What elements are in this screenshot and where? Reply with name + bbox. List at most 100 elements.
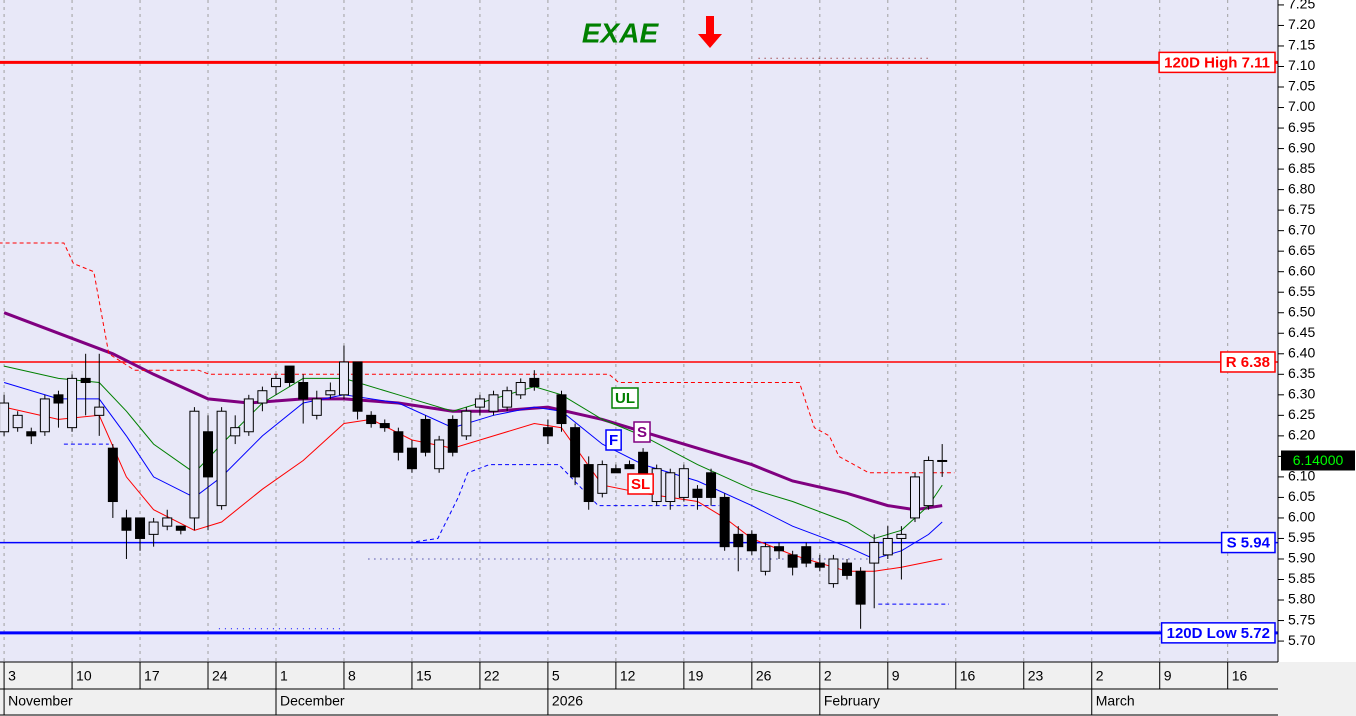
x-tick-label: 15 (416, 668, 432, 684)
y-tick-label: 6.30 (1288, 386, 1315, 402)
candle-body (243, 398, 254, 433)
candle-body (257, 390, 268, 404)
x-tick-label: 22 (484, 668, 500, 684)
candles (0, 345, 948, 629)
grid (3, 0, 1284, 715)
candle-body (488, 394, 499, 412)
y-tick-label: 6.05 (1288, 488, 1315, 504)
month-label: November (8, 693, 73, 709)
y-tick-label: 6.60 (1288, 262, 1315, 278)
candle-body (434, 439, 445, 470)
candle-body (135, 517, 146, 539)
candle-body (366, 414, 377, 425)
line-label-box (633, 421, 651, 443)
candle-body (542, 427, 553, 437)
level-label: S 5.94 (1227, 535, 1271, 552)
y-tick-label: 5.85 (1288, 570, 1315, 586)
y-tick-label: 6.25 (1288, 406, 1315, 422)
plot-area (0, 0, 1278, 662)
candle-body (665, 472, 676, 503)
candle-body (284, 365, 295, 384)
x-tick-label: 1 (280, 668, 288, 684)
y-tick-label: 6.20 (1288, 427, 1315, 443)
y-tick-label: 6.75 (1288, 201, 1315, 217)
x-tick-label: 19 (688, 668, 704, 684)
line-label: SL (631, 476, 650, 493)
y-tick-label: 7.20 (1288, 16, 1315, 32)
month-label: February (824, 693, 880, 709)
candle-body (733, 533, 744, 548)
x-tick-label: 9 (1164, 668, 1172, 684)
candle-body (869, 542, 880, 564)
y-tick-label: 6.00 (1288, 509, 1315, 525)
candle-body (828, 558, 839, 585)
indicator-line (0, 242, 955, 474)
price-axis-area (1278, 0, 1356, 662)
y-tick-label: 6.95 (1288, 119, 1315, 135)
candle-body (583, 464, 594, 503)
candle-body (94, 406, 105, 416)
candle-body (148, 521, 159, 535)
candle-body (393, 431, 404, 453)
y-tick-label: 7.05 (1288, 78, 1315, 94)
y-tick-label: 6.70 (1288, 221, 1315, 237)
candle-body (597, 464, 608, 494)
candle-body (12, 414, 23, 429)
y-tick-label: 5.80 (1288, 591, 1315, 607)
signal-arrow (698, 16, 722, 48)
x-tick-label: 10 (76, 668, 92, 684)
y-tick-label: 7.25 (1288, 0, 1315, 12)
level-label-box (1220, 531, 1276, 554)
candle-body (338, 361, 349, 396)
candle-body (801, 546, 812, 564)
candle-body (216, 410, 227, 507)
last-price-box (1281, 450, 1355, 471)
month-label: March (1096, 693, 1135, 709)
y-tick-label: 6.10 (1288, 468, 1315, 484)
x-tick-label: 3 (8, 668, 16, 684)
x-tick-label: 5 (552, 668, 560, 684)
indicator-line (3, 311, 943, 512)
candle-body (406, 447, 417, 470)
y-tick-label: 5.95 (1288, 529, 1315, 545)
line-label-box (605, 429, 622, 451)
y-tick-label: 6.80 (1288, 180, 1315, 196)
y-tick-label: 6.45 (1288, 324, 1315, 340)
line-label: UL (615, 390, 635, 407)
y-tick-label: 5.90 (1288, 550, 1315, 566)
candle-body (420, 418, 431, 453)
candle-body (787, 554, 798, 568)
x-tick-label: 23 (1028, 668, 1044, 684)
candle-body (175, 525, 186, 531)
candle-body (352, 361, 363, 412)
y-tick-label: 6.35 (1288, 365, 1315, 381)
candle-body (189, 410, 200, 519)
x-tick-label: 9 (892, 668, 900, 684)
candle-body (474, 398, 485, 408)
candle-body (842, 562, 853, 576)
line-label: F (609, 432, 618, 449)
line-label: S (637, 424, 647, 441)
x-tick-label: 24 (212, 668, 228, 684)
line-label-box (627, 473, 654, 495)
candle-body (814, 562, 825, 568)
candle-body (203, 431, 214, 478)
candle-body (53, 394, 64, 404)
levels (0, 60, 1278, 635)
x-tick-label: 2 (824, 668, 832, 684)
candle-body (746, 533, 757, 552)
candle-body (379, 423, 390, 429)
candle-body (570, 427, 581, 478)
x-tick-label: 17 (144, 668, 160, 684)
y-tick-label: 6.55 (1288, 283, 1315, 299)
x-tick-label: 2 (1096, 668, 1104, 684)
chart-title: EXAE (582, 17, 660, 48)
level-label: 120D Low 5.72 (1167, 625, 1270, 642)
candle-body (270, 377, 281, 388)
x-tick-label: 16 (960, 668, 976, 684)
candle-body (121, 517, 132, 531)
candle-body (760, 546, 771, 572)
candle-body (311, 398, 322, 416)
y-tick-label: 6.40 (1288, 344, 1315, 360)
